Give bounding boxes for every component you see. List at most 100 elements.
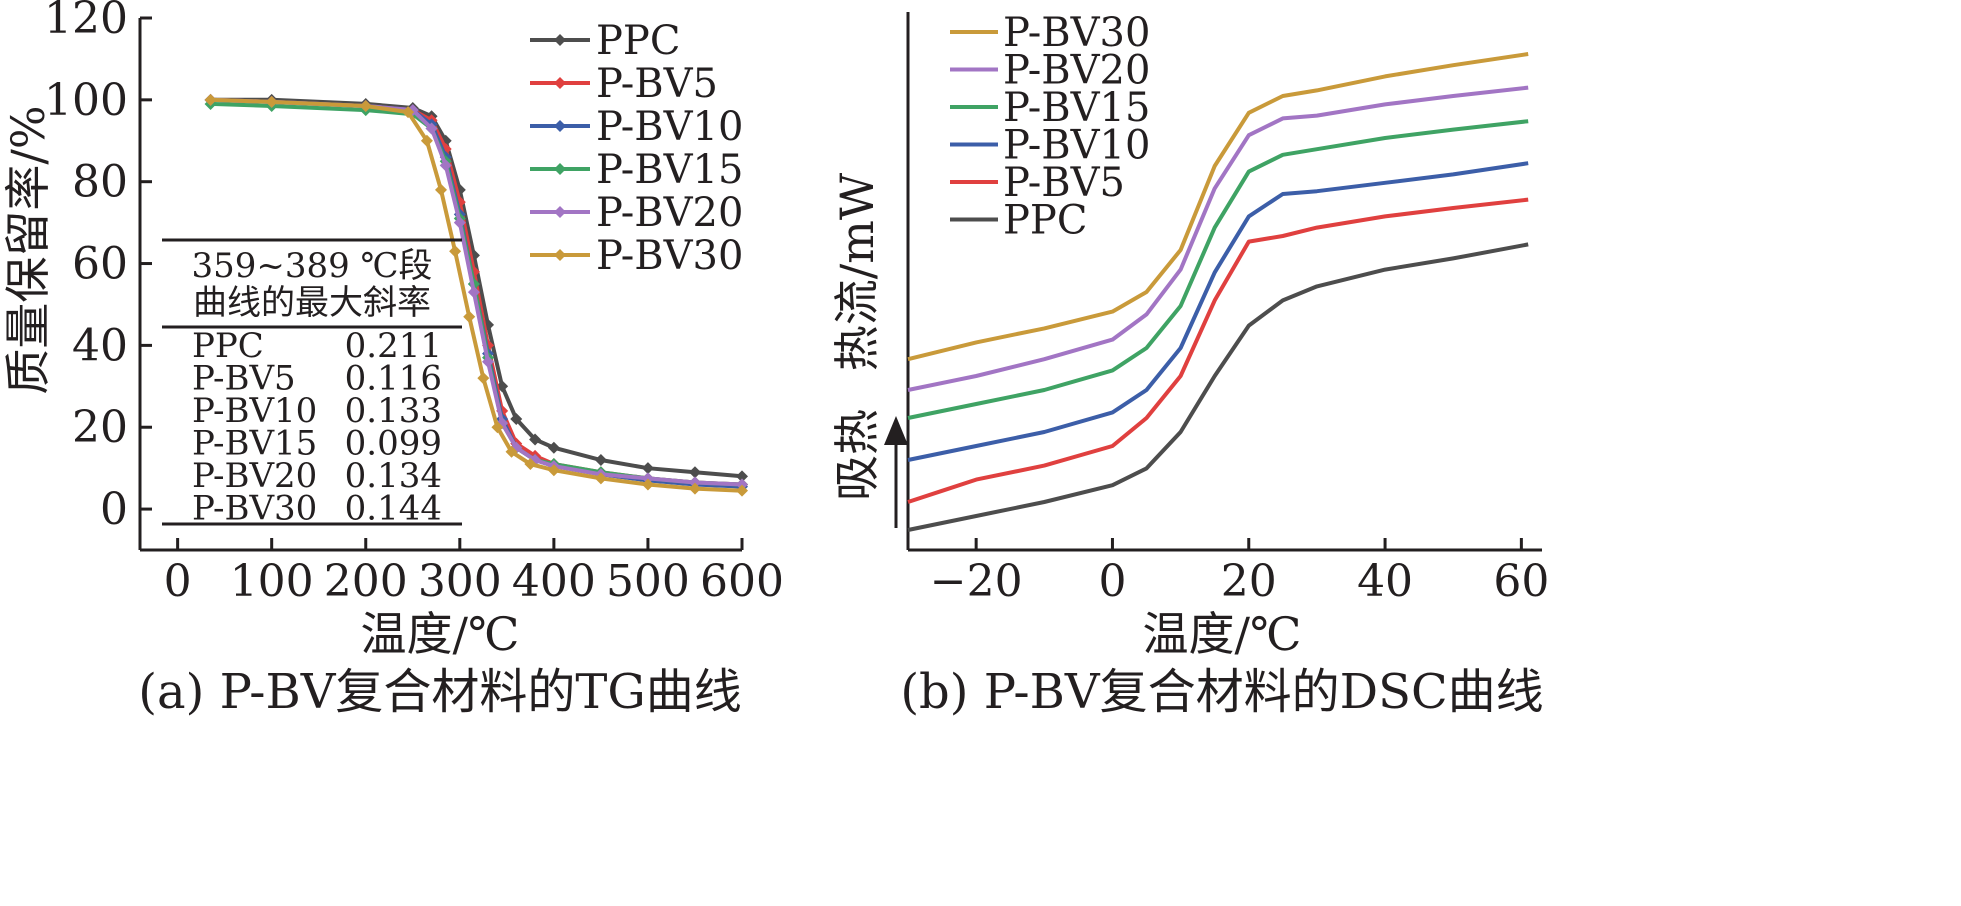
tg-y-tick-label: 120: [44, 0, 128, 44]
tg-legend-label: PPC: [596, 18, 680, 64]
tg-table-title-line1: 359~389 ℃段: [191, 246, 432, 286]
tg-data-point: [641, 472, 654, 485]
dsc-x-ticks: −20 0 20 40 60: [930, 538, 1549, 607]
tg-table-row-name: P-BV10: [192, 391, 317, 431]
tg-x-tick-label: 500: [606, 556, 690, 607]
tg-series-lines: [204, 93, 748, 497]
tg-data-point: [547, 464, 560, 477]
tg-legend-label: P-BV30: [596, 233, 743, 279]
dsc-legend-label: P-BV5: [1003, 160, 1125, 206]
tg-data-point: [641, 478, 654, 491]
tg-data-point: [265, 95, 278, 108]
dsc-x-tick-label: 40: [1357, 556, 1413, 607]
tg-data-point: [641, 462, 654, 475]
tg-table-rows: PPC 0.211 P-BV5 0.116 P-BV10 0.133 P-BV15 0.099…: [192, 326, 442, 529]
tg-data-point: [482, 355, 495, 368]
dsc-legend-entry: P-BV20: [950, 48, 1150, 94]
dsc-y-axis-label: 热流/mW: [830, 172, 884, 371]
dsc-x-tick-label: 0: [1098, 556, 1126, 607]
endothermic-arrow-icon: [884, 416, 908, 445]
tg-data-point: [736, 470, 748, 483]
dsc-legend-label: P-BV30: [1003, 10, 1150, 56]
tg-data-point: [463, 310, 476, 323]
tg-legend-entry: P-BV10: [530, 104, 743, 150]
tg-legend-marker: [554, 120, 566, 132]
tg-legend-entry: PPC: [530, 18, 680, 64]
tg-data-point: [467, 286, 480, 299]
tg-table-row-name: P-BV15: [192, 424, 317, 464]
dsc-x-tick-label: 60: [1493, 556, 1549, 607]
tg-x-tick-label: 600: [700, 556, 784, 607]
dsc-legend-entry: P-BV10: [950, 123, 1150, 169]
dsc-x-tick-label: −20: [930, 556, 1023, 607]
tg-legend-entry: P-BV20: [530, 190, 743, 236]
tg-x-tick-label: 400: [512, 556, 596, 607]
tg-table-row-value: 0.116: [345, 359, 442, 399]
dsc-x-axis-label: 温度/℃: [1143, 607, 1302, 661]
tg-y-axis-label: 质量保留率/%: [1, 105, 55, 394]
tg-y-tick-label: 60: [72, 239, 128, 290]
dsc-series-lines: [907, 52, 1529, 532]
tg-data-point: [425, 122, 438, 135]
dsc-legend-entry: P-BV15: [950, 85, 1150, 131]
dsc-caption: (b) P-BV复合材料的DSC曲线: [900, 664, 1543, 720]
tg-data-point: [204, 93, 217, 106]
tg-data-point: [594, 453, 607, 466]
tg-caption: (a) P-BV复合材料的TG曲线: [138, 664, 742, 720]
tg-table-title-line2: 曲线的最大斜率: [193, 283, 431, 323]
tg-table-row-name: P-BV30: [192, 489, 317, 529]
tg-data-point: [449, 245, 462, 258]
tg-x-ticks: 0 100 200 300 400 500 600: [164, 538, 784, 607]
tg-data-point: [477, 372, 490, 385]
tg-y-tick-label: 20: [72, 402, 128, 453]
dsc-panel: −20 0 20 40 60 P-BV30P-BV20P-BV15P-BV10P-BV5…: [830, 10, 1549, 720]
tg-y-tick-label: 100: [44, 75, 128, 126]
tg-y-tick-label: 80: [72, 157, 128, 208]
tg-table-row-value: 0.099: [345, 424, 442, 464]
tg-y-tick-label: 0: [100, 484, 128, 535]
tg-data-point: [688, 476, 701, 489]
tg-legend-entry: P-BV15: [530, 147, 743, 193]
tg-data-point: [491, 421, 504, 434]
tg-legend-marker: [554, 206, 566, 218]
tg-data-point: [435, 183, 447, 196]
tg-legend-marker: [554, 77, 566, 89]
dsc-series-ppc: [907, 242, 1529, 532]
tg-table-row-value: 0.134: [345, 456, 442, 496]
dsc-legend-entry: P-BV30: [950, 10, 1150, 56]
tg-data-point: [529, 433, 542, 446]
dsc-legend-label: P-BV10: [1003, 123, 1150, 169]
dsc-series-p-bv5: [907, 197, 1529, 504]
tg-data-point: [594, 472, 607, 485]
tg-data-point: [439, 159, 452, 172]
tg-data-point: [420, 134, 433, 147]
tg-table-row-name: P-BV20: [192, 456, 317, 496]
tg-legend-marker: [554, 163, 566, 175]
tg-table-row-value: 0.144: [345, 489, 442, 529]
dsc-legend-entry: P-BV5: [950, 160, 1125, 206]
tg-inset-table: 359~389 ℃段 曲线的最大斜率 PPC 0.211 P-BV5 0.116 P-B…: [162, 238, 462, 529]
dsc-legend-label: P-BV15: [1003, 85, 1150, 131]
tg-legend-entry: P-BV5: [530, 61, 718, 107]
dsc-legend-entry: PPC: [950, 198, 1087, 244]
tg-x-tick-label: 300: [418, 556, 502, 607]
dsc-series-p-bv15: [907, 119, 1529, 420]
tg-legend-marker: [554, 34, 566, 46]
tg-x-tick-label: 100: [230, 556, 314, 607]
tg-data-point: [547, 441, 560, 454]
dsc-series-p-bv10: [907, 161, 1529, 462]
tg-series-p-bv30: [204, 93, 748, 497]
tg-legend-marker: [554, 249, 566, 261]
tg-table-row-name: P-BV5: [192, 359, 296, 399]
tg-data-point: [402, 106, 415, 119]
tg-legend-label: P-BV20: [596, 190, 743, 236]
dsc-x-tick-label: 20: [1221, 556, 1277, 607]
tg-y-ticks: 0 20 40 60 80 100 120: [44, 0, 152, 535]
tg-legend-entry: P-BV30: [530, 233, 743, 279]
tg-data-point: [688, 482, 701, 495]
tg-x-axis-label: 温度/℃: [361, 607, 520, 661]
